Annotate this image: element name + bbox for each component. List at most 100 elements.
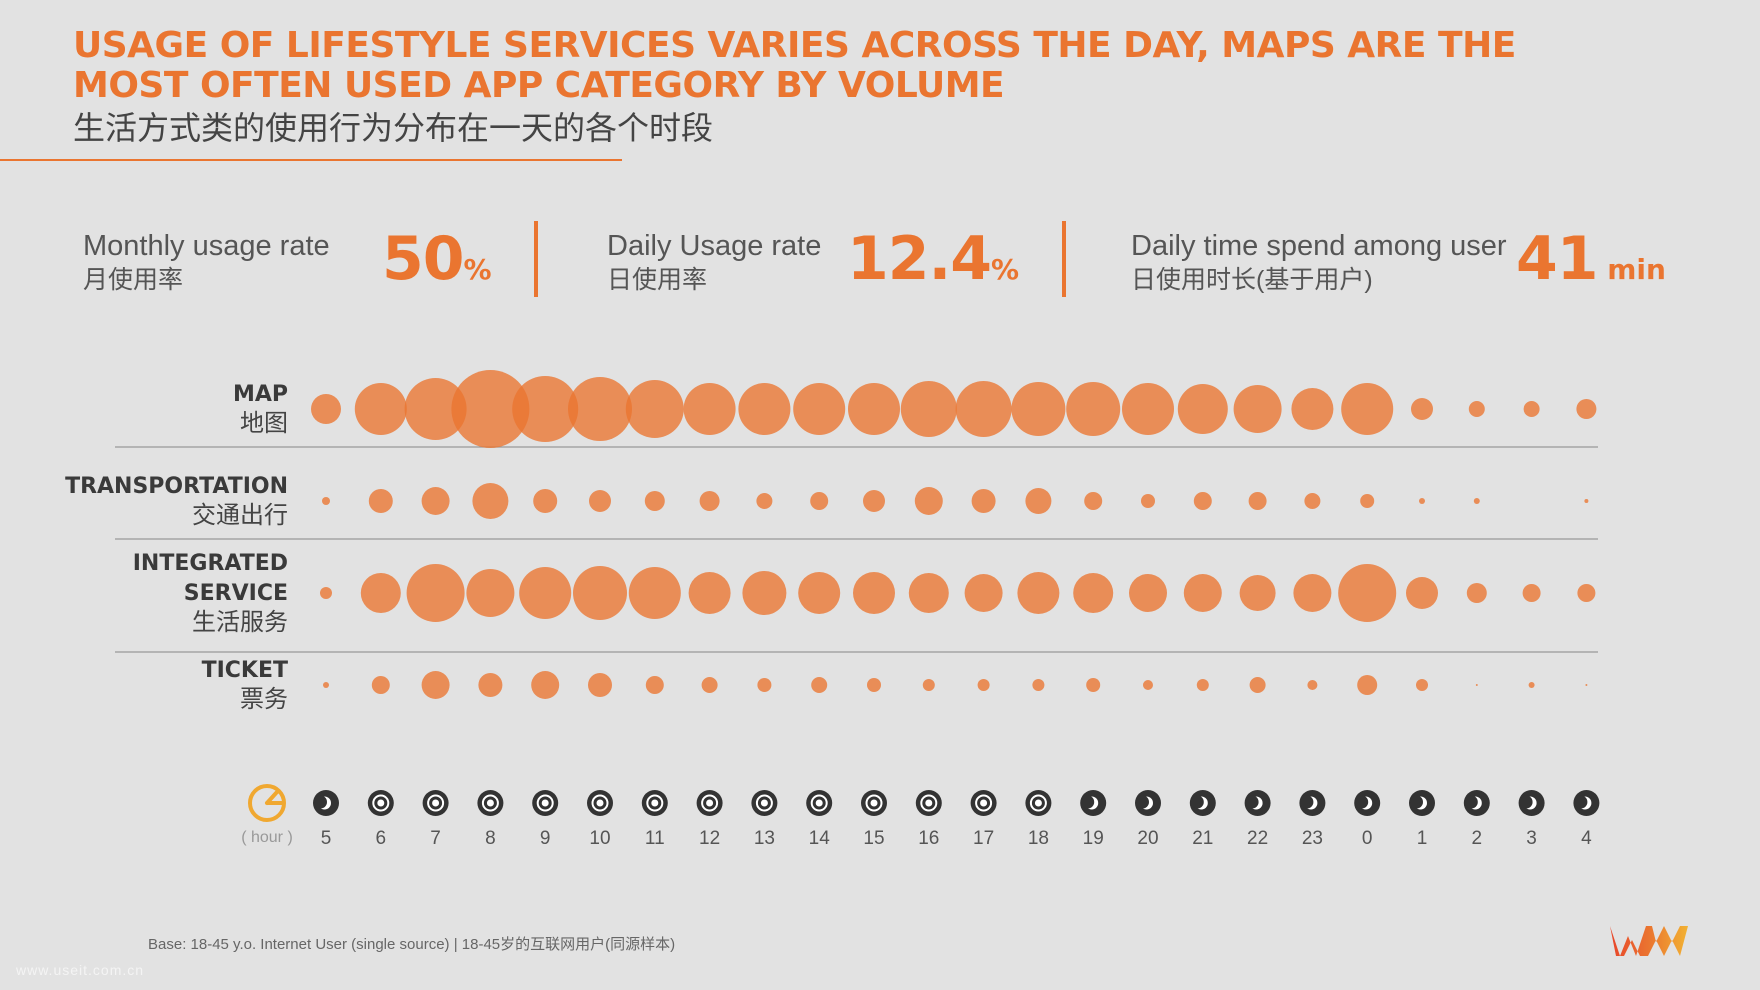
sun-ring [701, 794, 719, 812]
bubble [699, 491, 720, 511]
sun-ring [427, 794, 445, 812]
bubble [742, 571, 787, 615]
bubble [320, 587, 332, 599]
page-title: USAGE OF LIFESTYLE SERVICES VARIES ACROS… [73, 25, 1516, 106]
sun-core [1034, 799, 1042, 807]
x-tick-label: 16 [918, 828, 939, 849]
x-tick-label: 18 [1028, 828, 1049, 849]
bubble [810, 492, 829, 510]
bubble [977, 679, 990, 691]
bubble [964, 574, 1003, 612]
bubble [1357, 675, 1378, 695]
sun-ring [481, 794, 499, 812]
moon-shadow [1136, 795, 1149, 809]
x-tick-label: 5 [321, 828, 332, 849]
series-label-zh: 交通出行 [192, 501, 288, 529]
x-tick-label: 10 [589, 828, 610, 849]
x-tick-label: 19 [1083, 828, 1104, 849]
x-tick-label: 12 [699, 828, 720, 849]
sun-core [815, 799, 823, 807]
x-tick-label: 20 [1137, 828, 1158, 849]
moon-shadow [1190, 795, 1204, 809]
bubble [1196, 679, 1209, 691]
bubble [1528, 682, 1535, 688]
x-tick-label: 21 [1192, 828, 1213, 849]
bubble [478, 673, 503, 697]
sun-ring [810, 794, 828, 812]
bubble [1143, 680, 1153, 690]
bubble [853, 572, 895, 614]
bubble [354, 383, 407, 435]
sun-core [760, 799, 768, 807]
bubble [1419, 498, 1425, 504]
sun-ring [372, 794, 390, 812]
bubble [971, 489, 996, 513]
sun-ring [591, 794, 609, 812]
kpi-separator [1062, 221, 1066, 297]
bubble [1522, 584, 1541, 602]
bubble [371, 676, 390, 694]
bubble [1249, 677, 1266, 693]
bubble [421, 671, 450, 699]
title-underline [0, 159, 622, 161]
bubble [1183, 574, 1222, 612]
sun-core [486, 799, 494, 807]
bubble [1086, 678, 1101, 692]
kpi-separator [534, 221, 538, 297]
x-tick-label: 1 [1417, 828, 1428, 849]
x-tick-label: 6 [376, 828, 387, 849]
sun-core [870, 799, 878, 807]
kpi-daily-label: Daily Usage rate 日使用率 [607, 229, 821, 297]
kpi-time-label-zh: 日使用时长(基于用户) [1131, 266, 1373, 294]
bubble [1177, 384, 1228, 434]
bubble [1025, 488, 1052, 514]
sun-ring [755, 794, 773, 812]
bubble [1576, 399, 1597, 419]
bubble [533, 489, 558, 513]
x-tick-label: 0 [1362, 828, 1373, 849]
bubble [867, 678, 881, 692]
bubble [1011, 382, 1066, 436]
x-tick-label: 14 [809, 828, 831, 849]
moon-shadow [1519, 795, 1533, 809]
page-subtitle: 生活方式类的使用行为分布在一天的各个时段 [73, 110, 714, 146]
x-tick-label: 3 [1526, 828, 1537, 849]
bubble [1293, 574, 1332, 612]
bubble [1193, 492, 1212, 510]
kpi-monthly-label-en: Monthly usage rate [83, 230, 330, 262]
bubble [368, 489, 393, 513]
bubble [1360, 494, 1375, 508]
kpi-row: Monthly usage rate 月使用率 50% Daily Usage … [0, 215, 1760, 305]
bubble [573, 566, 627, 620]
sun-core [706, 799, 714, 807]
bubble [625, 380, 684, 438]
sun-core [432, 799, 440, 807]
watermark: www.useit.com.cn [16, 962, 145, 978]
bubble [863, 490, 885, 512]
bubble [421, 487, 450, 515]
sun-ring [646, 794, 664, 812]
bubble [589, 490, 611, 512]
sun-ring [920, 794, 938, 812]
bubble [922, 679, 935, 691]
kpi-monthly-value: 50% [382, 227, 492, 302]
moon-shadow [1410, 795, 1423, 809]
bubble [1468, 401, 1485, 417]
x-tick-label: 17 [973, 828, 994, 849]
bubble [1291, 388, 1334, 430]
bubble [793, 383, 846, 435]
kpi-time-label: Daily time spend among user 日使用时长(基于用户) [1131, 229, 1507, 297]
bubble [1338, 564, 1397, 622]
bubble [645, 676, 664, 694]
kpi-time-number: 41 [1516, 224, 1598, 294]
bubble [1411, 398, 1433, 420]
bubble [1066, 382, 1121, 436]
bubble [914, 487, 943, 515]
bubble [588, 673, 612, 697]
bubble [451, 370, 530, 448]
series-label: INTEGRATED [133, 551, 288, 576]
moon-shadow [1355, 795, 1369, 809]
kpi-time-unit: min [1597, 253, 1666, 286]
bubble [322, 497, 330, 505]
x-tick-label: 23 [1302, 828, 1323, 849]
